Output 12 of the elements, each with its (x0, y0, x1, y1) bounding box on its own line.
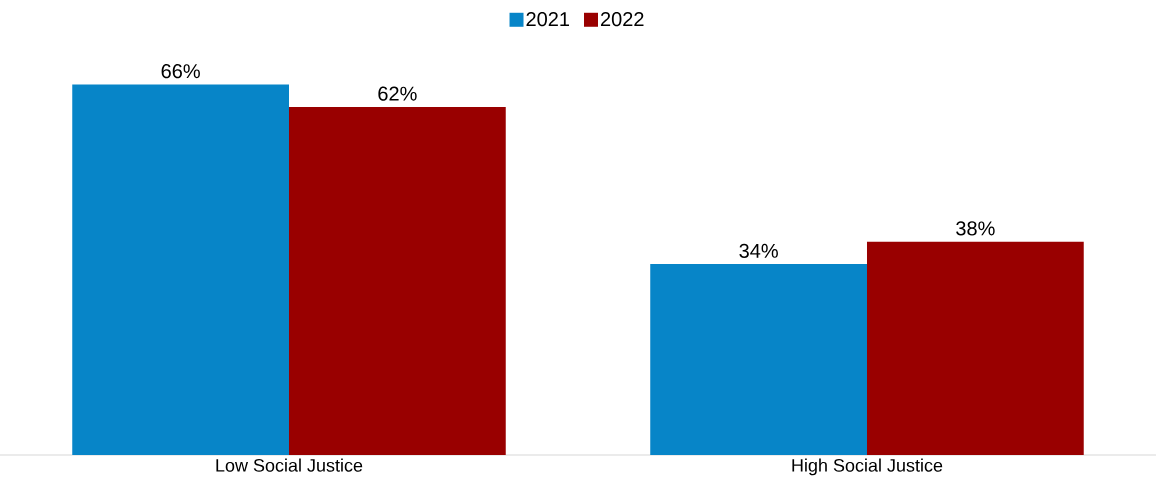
bar (866, 241, 1084, 455)
legend-label: 2021 (526, 12, 570, 27)
legend-label: 2022 (600, 12, 644, 27)
data-label: 62% (378, 86, 417, 101)
bar (650, 264, 867, 455)
data-label: 34% (739, 243, 778, 258)
data-label: 38% (956, 221, 995, 236)
x-tick-label: Low Social Justice (216, 458, 363, 472)
x-tick-label: High Social Justice (792, 458, 943, 476)
bar (289, 106, 506, 455)
data-label: 66% (161, 64, 200, 79)
bar (72, 84, 289, 455)
